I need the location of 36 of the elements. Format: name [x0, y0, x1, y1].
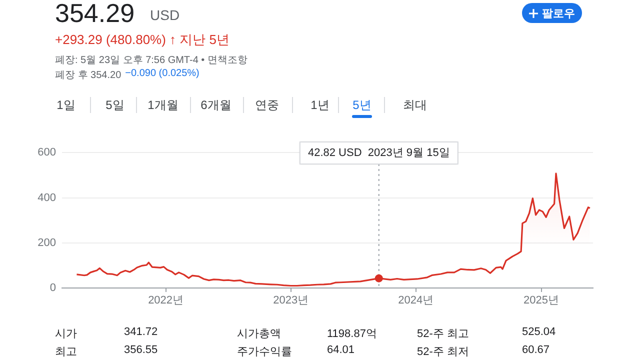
y-tick-label: 200 [38, 236, 56, 249]
text: 1일 [56, 97, 76, 114]
text: 폐장 후 354.20 [55, 69, 122, 82]
text: 폐장: 5월 23일 오후 7:56 GMT-4 • 면책조항 [55, 54, 248, 67]
text: USD [150, 7, 180, 23]
text: 52-주 최저 [417, 345, 469, 359]
x-tick-label: 2023년 [273, 294, 309, 307]
text: −0.090 (0.025%) [125, 68, 200, 81]
chart-subtitle: +293.29 (480.80%) ↑ 지난 5년 [55, 31, 230, 49]
text: 팔로우 [542, 6, 575, 20]
text: 최고 [55, 345, 77, 359]
text: 64.01 [327, 344, 355, 356]
text: 60.67 [522, 344, 550, 356]
y-tick-label: 0 [50, 282, 56, 294]
text: 연중 [255, 97, 279, 114]
x-tick-label: 2025년 [524, 294, 560, 307]
text: 1년 [310, 97, 330, 114]
text: 525.04 [522, 326, 556, 338]
text: 6개월 [200, 97, 232, 114]
text: 1개월 [148, 97, 178, 114]
text: 52-주 최고 [417, 327, 469, 341]
text: 시가 [55, 327, 77, 341]
text: 시가총액 [237, 327, 281, 341]
text: 최대 [403, 97, 427, 114]
text: 5일 [106, 97, 124, 114]
y-tick-label: 400 [38, 192, 56, 204]
text: 주가수익률 [237, 345, 292, 359]
text: 5년 [352, 97, 372, 114]
chart-title: 354.29 [55, 0, 135, 29]
ref-line-label: 42.82 USD 2023년 9월 15일 [308, 147, 450, 160]
x-tick-label: 2024년 [398, 294, 434, 307]
text: 1198.87억 [327, 327, 377, 341]
y-tick-label: 600 [38, 146, 56, 159]
text: 341.72 [124, 326, 158, 338]
text: 356.55 [124, 344, 158, 356]
x-tick-label: 2022년 [148, 294, 184, 307]
